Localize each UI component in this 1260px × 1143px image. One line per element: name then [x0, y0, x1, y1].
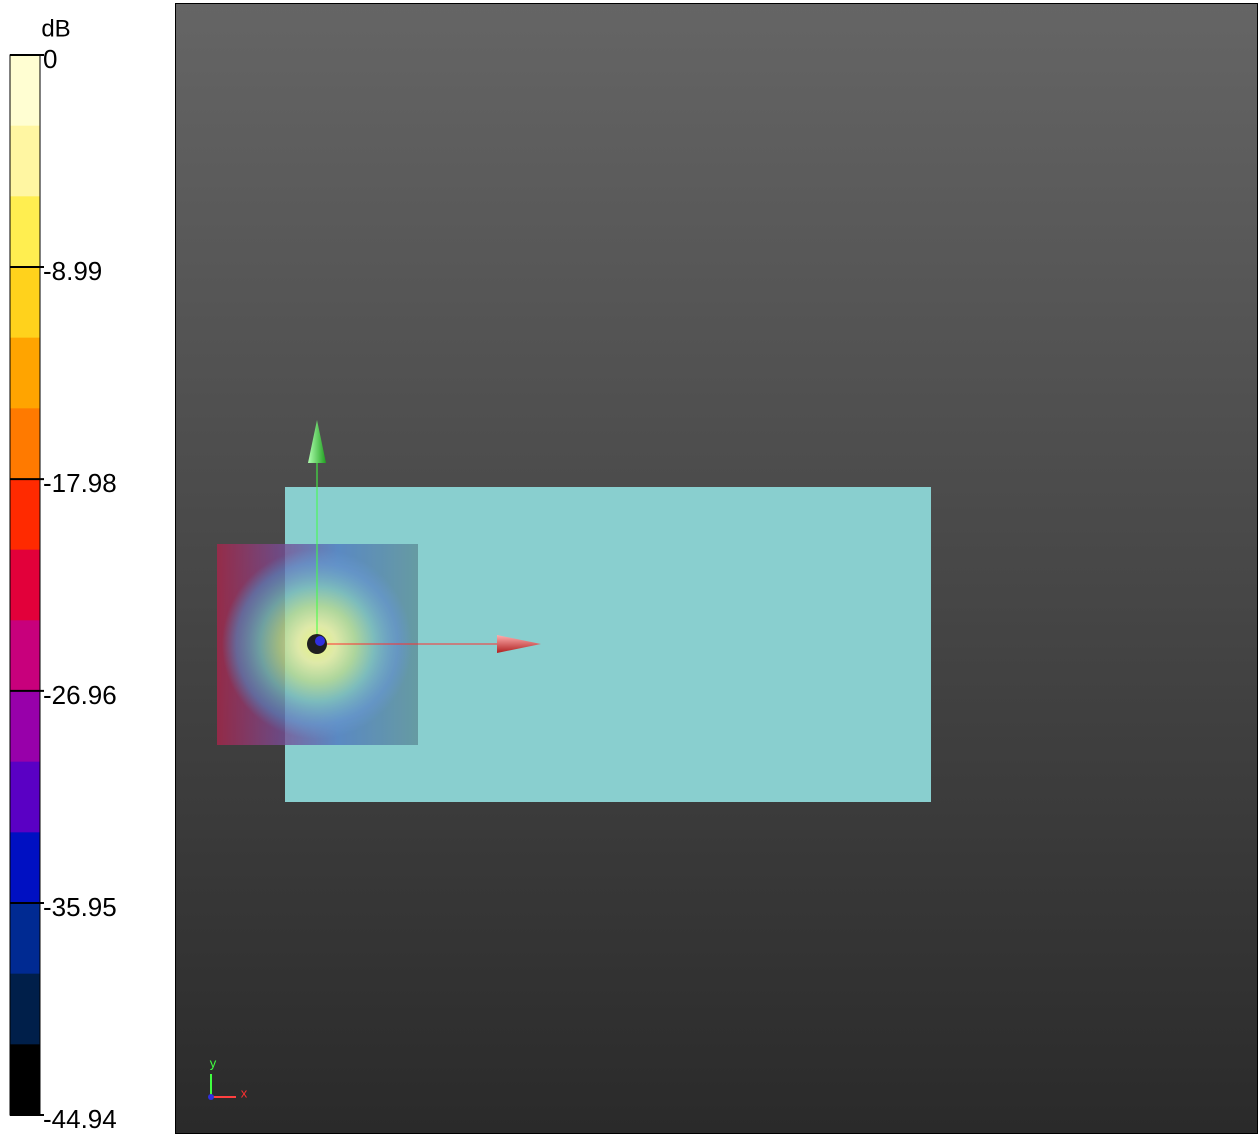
triad-y-label: y: [210, 1055, 217, 1070]
colorbar-tick-label: 0: [43, 44, 57, 74]
triad-x-label: x: [241, 1085, 248, 1100]
colorbar-band: [10, 55, 40, 127]
colorbar-band: [10, 620, 40, 692]
colorbar-band: [10, 973, 40, 1045]
x-arrow-head: [497, 635, 541, 653]
colorbar-tick-label: -44.94: [43, 1104, 117, 1134]
colorbar-tick-label: -35.95: [43, 892, 117, 922]
colorbar-band: [10, 761, 40, 833]
colorbar-band: [10, 549, 40, 621]
source-highlight: [315, 636, 325, 646]
colorbar-tick-label: -8.99: [43, 256, 102, 286]
colorbar-tick-label: -26.96: [43, 680, 117, 710]
y-arrow-head: [308, 420, 326, 463]
colorbar-unit: dB: [41, 15, 70, 42]
colorbar-band: [10, 267, 40, 339]
colorbar: 0 -8.99 -17.98 -26.96 -35.95 -44.94: [9, 44, 117, 1134]
colorbar-band: [10, 479, 40, 551]
colorbar-band: [10, 691, 40, 763]
colorbar-tick-label: -17.98: [43, 468, 117, 498]
colorbar-band: [10, 408, 40, 480]
colorbar-band: [10, 125, 40, 197]
colorbar-band: [10, 903, 40, 975]
colorbar-band: [10, 196, 40, 268]
colorbar-band: [10, 337, 40, 409]
triad-origin: [208, 1094, 214, 1100]
colorbar-band: [10, 832, 40, 904]
colorbar-band: [10, 1044, 40, 1116]
